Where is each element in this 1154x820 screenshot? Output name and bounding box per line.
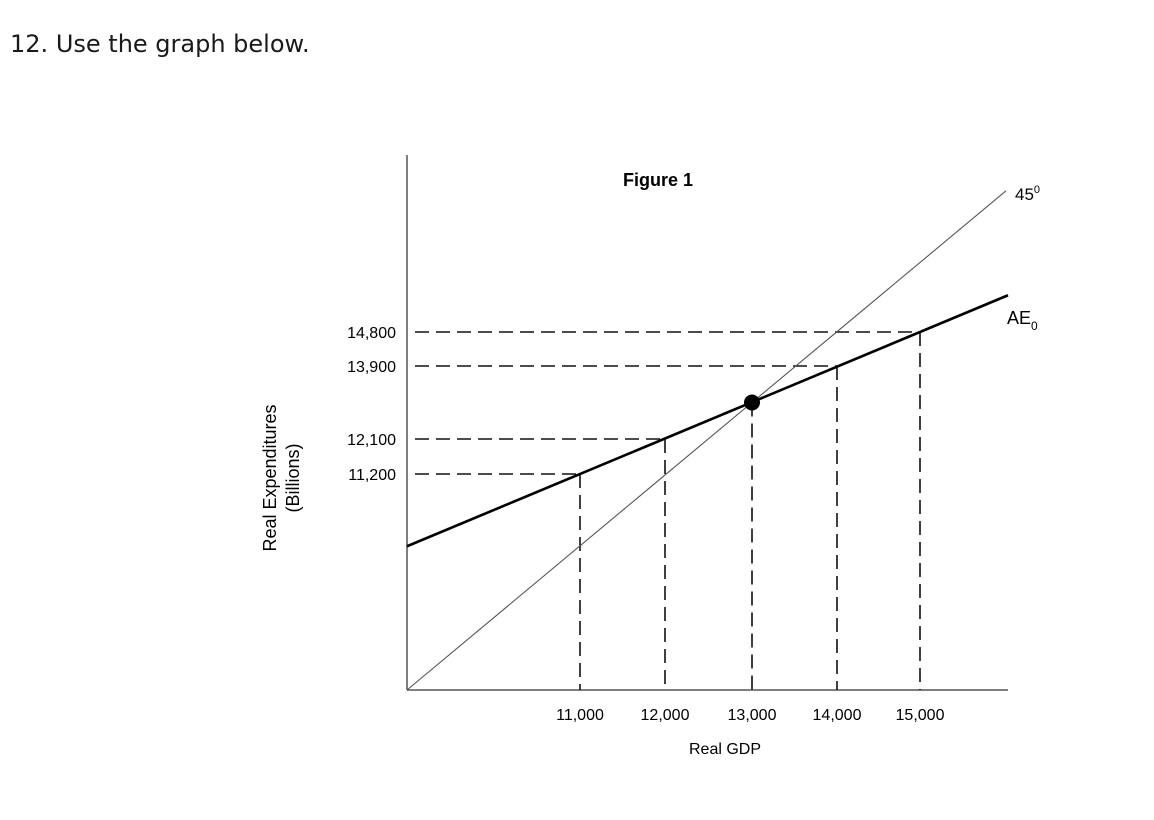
y-axis-title-line1: Real Expenditures [260,404,280,551]
series-label-ae0-subscript: 0 [1031,319,1038,333]
x-tick-label: 15,000 [896,707,945,724]
y-tick-label: 11,200 [348,467,396,484]
series-label-45: 450 [1015,184,1040,204]
y-axis-title-line2: (Billions) [283,443,303,512]
x-axis-title: Real GDP [689,741,761,758]
series-label-45-superscript: 0 [1034,184,1040,196]
y-tick-label: 14,800 [347,325,396,342]
x-tick-label: 13,000 [728,707,777,724]
y-axis-title: Real Expenditures (Billions) [260,404,303,551]
x-tick-label: 14,000 [813,707,862,724]
equilibrium-point [744,394,760,411]
x-tick-label: 12,000 [641,707,690,724]
y-tick-label: 13,900 [347,359,396,376]
x-tick-label: 11,000 [556,707,604,724]
line-45-degree [406,190,1007,691]
chart-title: Figure 1 [623,170,693,190]
question-text: 12. Use the graph below. [10,30,310,58]
series-label-ae0: AE0 [1007,308,1038,333]
question-number: 12. [10,30,49,58]
y-tick-label: 12,100 [347,432,396,449]
line-ae0 [406,294,1009,548]
question-prompt: Use the graph below. [55,30,310,58]
